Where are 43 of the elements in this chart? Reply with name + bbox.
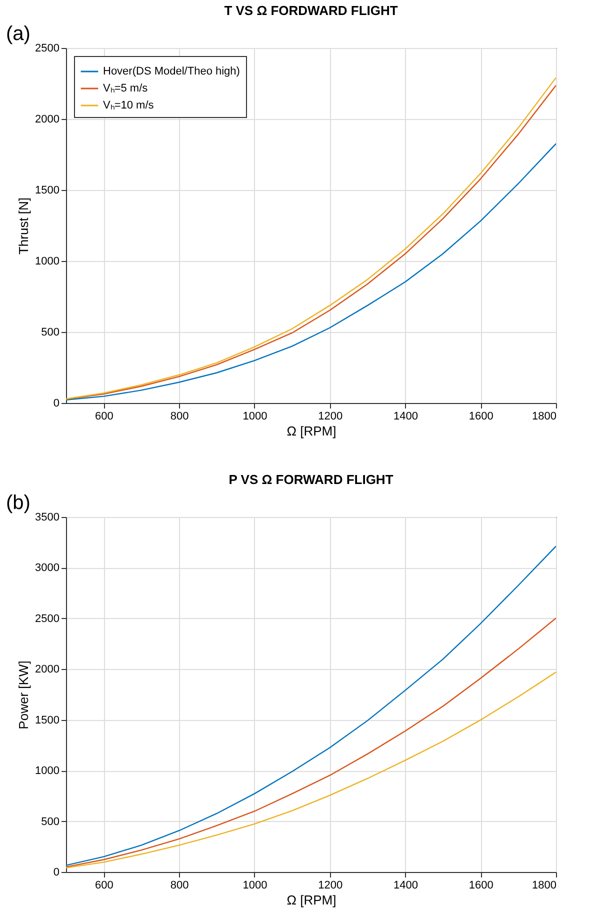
y-tick-label: 1500 [35, 714, 60, 726]
x-tick-label: 800 [170, 410, 189, 422]
legend-label: Vₕ=5 m/s [103, 82, 148, 94]
legend-label: Vₕ=10 m/s [103, 100, 154, 112]
y-tick-label: 2000 [35, 664, 60, 676]
x-tick-label: 1200 [318, 880, 343, 892]
line-series [66, 546, 556, 866]
y-tick-label: 3000 [35, 562, 60, 574]
line-series [66, 672, 556, 868]
y-tick-label: 2500 [35, 612, 60, 625]
y-tick-label: 500 [41, 326, 60, 338]
y-axis-title: Thrust [N] [16, 197, 32, 255]
line-series [66, 143, 556, 400]
x-tick-label: 1800 [532, 880, 556, 892]
x-tick-label: 1200 [318, 410, 343, 422]
x-axis-title: Ω [RPM] [286, 892, 336, 908]
legend-label: Hover(DS Model/Theo high) [103, 66, 240, 78]
x-tick-label: 600 [95, 880, 114, 892]
x-tick-label: 1400 [393, 410, 418, 422]
x-axis-title: Ω [RPM] [286, 424, 336, 438]
y-tick-label: 0 [53, 398, 60, 410]
y-tick-label: 1000 [35, 765, 60, 778]
y-axis-title: Power [KW] [16, 660, 32, 730]
y-tick-label: 0 [53, 866, 60, 878]
text: (b) [6, 492, 30, 514]
text: (a) [6, 23, 30, 45]
y-tick-label: 3500 [35, 512, 60, 524]
chart-title: P VS Ω FORWARD FLIGHT [228, 472, 394, 487]
y-tick-label: 2000 [35, 114, 60, 126]
y-tick-label: 500 [41, 816, 60, 828]
x-tick-label: 1800 [532, 410, 556, 422]
chart-title: T VS Ω FORDWARD FLIGHT [224, 3, 398, 18]
line-series [66, 618, 556, 868]
x-tick-label: 1600 [468, 880, 494, 892]
x-tick-label: 1400 [393, 880, 418, 892]
y-tick-label: 1000 [35, 256, 60, 268]
x-tick-label: 800 [170, 880, 189, 892]
y-tick-label: 1500 [35, 184, 60, 196]
x-tick-label: 1000 [242, 880, 268, 892]
y-tick-label: 2500 [35, 42, 60, 54]
x-tick-label: 1000 [242, 410, 268, 422]
x-tick-label: 600 [95, 410, 114, 422]
x-tick-label: 1600 [468, 410, 494, 422]
